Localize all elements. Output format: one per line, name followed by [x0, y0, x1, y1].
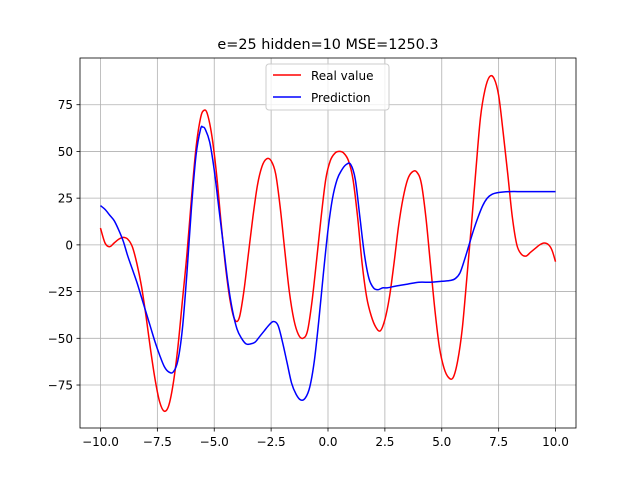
- legend: Real value Prediction: [265, 63, 390, 111]
- series-lines: [99, 74, 557, 413]
- legend-label-prediction: Prediction: [311, 91, 371, 105]
- grid-lines: [80, 58, 576, 428]
- chart-title: e=25 hidden=10 MSE=1250.3: [217, 37, 438, 53]
- series-line-real-value: [99, 74, 557, 413]
- y-tick-label: −50: [48, 332, 73, 346]
- x-tick-label: 7.5: [489, 435, 508, 449]
- series-line-prediction: [100, 125, 556, 401]
- x-tick-label: 10.0: [542, 435, 569, 449]
- y-tick-label: 75: [58, 98, 73, 112]
- legend-label-real-value: Real value: [311, 69, 373, 83]
- axis-ticks: −10.0 −7.5 −5.0 −2.5 0.0 2.5 5.0 7.5 10.0 −75 −50 −…: [48, 98, 569, 449]
- y-tick-label: 50: [58, 145, 73, 159]
- x-tick-label: 0.0: [318, 435, 337, 449]
- x-tick-label: −5.0: [200, 435, 229, 449]
- x-tick-label: 2.5: [375, 435, 394, 449]
- x-tick-label: −2.5: [257, 435, 286, 449]
- y-tick-label: −25: [48, 285, 73, 299]
- y-tick-label: 0: [65, 238, 73, 252]
- x-tick-label: −10.0: [82, 435, 119, 449]
- y-tick-label: 25: [58, 192, 73, 206]
- x-tick-label: 5.0: [432, 435, 451, 449]
- x-tick-label: −7.5: [143, 435, 172, 449]
- y-tick-label: −75: [48, 379, 73, 393]
